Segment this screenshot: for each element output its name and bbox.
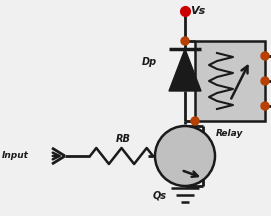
Circle shape xyxy=(191,117,199,125)
Text: Vs: Vs xyxy=(190,6,205,16)
Text: Relay: Relay xyxy=(216,129,244,138)
Circle shape xyxy=(261,52,269,60)
Text: Dp: Dp xyxy=(142,57,157,67)
Circle shape xyxy=(261,102,269,110)
Polygon shape xyxy=(169,49,201,91)
Circle shape xyxy=(155,126,215,186)
Text: RB: RB xyxy=(116,134,131,144)
Circle shape xyxy=(261,77,269,85)
Bar xyxy=(195,41,265,121)
Circle shape xyxy=(181,37,189,45)
Text: Qs: Qs xyxy=(153,190,167,200)
Text: Input: Input xyxy=(2,151,29,160)
